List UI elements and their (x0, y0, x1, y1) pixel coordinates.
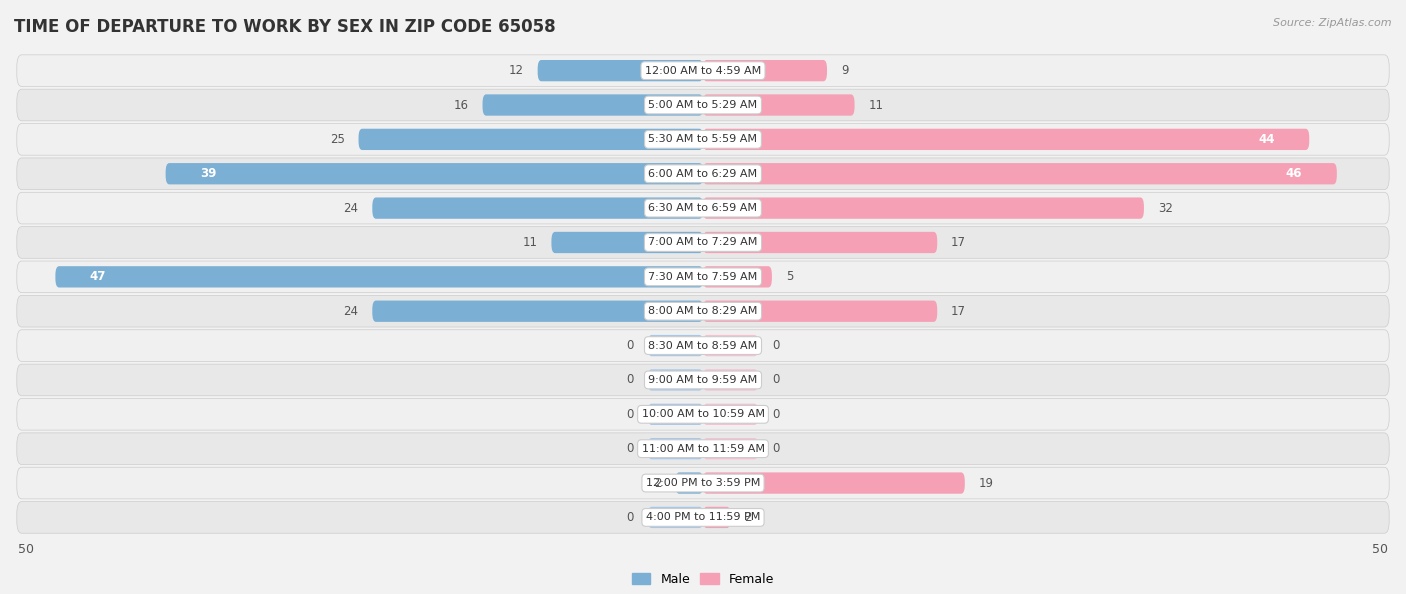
FancyBboxPatch shape (17, 433, 1389, 465)
FancyBboxPatch shape (648, 335, 703, 356)
Text: 0: 0 (772, 442, 779, 455)
Text: 8:00 AM to 8:29 AM: 8:00 AM to 8:29 AM (648, 307, 758, 316)
FancyBboxPatch shape (703, 404, 758, 425)
FancyBboxPatch shape (17, 295, 1389, 327)
Text: 17: 17 (950, 305, 966, 318)
Text: TIME OF DEPARTURE TO WORK BY SEX IN ZIP CODE 65058: TIME OF DEPARTURE TO WORK BY SEX IN ZIP … (14, 18, 555, 36)
FancyBboxPatch shape (17, 89, 1389, 121)
Text: 16: 16 (454, 99, 468, 112)
Text: 50: 50 (18, 543, 34, 556)
FancyBboxPatch shape (17, 261, 1389, 293)
Text: 12: 12 (509, 64, 524, 77)
Text: 44: 44 (1258, 133, 1275, 146)
Text: 17: 17 (950, 236, 966, 249)
Text: 4:00 PM to 11:59 PM: 4:00 PM to 11:59 PM (645, 513, 761, 522)
Text: 0: 0 (627, 408, 634, 421)
Text: 12:00 PM to 3:59 PM: 12:00 PM to 3:59 PM (645, 478, 761, 488)
Text: 24: 24 (343, 305, 359, 318)
Text: 7:30 AM to 7:59 AM: 7:30 AM to 7:59 AM (648, 272, 758, 282)
Text: 0: 0 (627, 511, 634, 524)
FancyBboxPatch shape (17, 124, 1389, 155)
Text: 5:00 AM to 5:29 AM: 5:00 AM to 5:29 AM (648, 100, 758, 110)
Text: 32: 32 (1157, 201, 1173, 214)
Text: 0: 0 (772, 374, 779, 387)
FancyBboxPatch shape (55, 266, 703, 287)
Text: 46: 46 (1286, 168, 1302, 180)
Text: Source: ZipAtlas.com: Source: ZipAtlas.com (1274, 18, 1392, 28)
FancyBboxPatch shape (703, 507, 731, 528)
FancyBboxPatch shape (17, 399, 1389, 430)
FancyBboxPatch shape (703, 301, 938, 322)
FancyBboxPatch shape (703, 472, 965, 494)
FancyBboxPatch shape (537, 60, 703, 81)
FancyBboxPatch shape (551, 232, 703, 253)
Text: 11: 11 (523, 236, 537, 249)
FancyBboxPatch shape (648, 507, 703, 528)
FancyBboxPatch shape (703, 266, 772, 287)
FancyBboxPatch shape (703, 335, 758, 356)
Text: 11:00 AM to 11:59 AM: 11:00 AM to 11:59 AM (641, 444, 765, 454)
FancyBboxPatch shape (17, 192, 1389, 224)
FancyBboxPatch shape (359, 129, 703, 150)
Text: 9:00 AM to 9:59 AM: 9:00 AM to 9:59 AM (648, 375, 758, 385)
Text: 0: 0 (627, 374, 634, 387)
FancyBboxPatch shape (703, 438, 758, 459)
Text: 0: 0 (627, 442, 634, 455)
Text: 24: 24 (343, 201, 359, 214)
Text: 5:30 AM to 5:59 AM: 5:30 AM to 5:59 AM (648, 134, 758, 144)
FancyBboxPatch shape (648, 369, 703, 391)
Text: 6:00 AM to 6:29 AM: 6:00 AM to 6:29 AM (648, 169, 758, 179)
FancyBboxPatch shape (703, 369, 758, 391)
FancyBboxPatch shape (648, 404, 703, 425)
FancyBboxPatch shape (703, 94, 855, 116)
FancyBboxPatch shape (17, 501, 1389, 533)
FancyBboxPatch shape (703, 232, 938, 253)
Text: 0: 0 (772, 339, 779, 352)
Text: 11: 11 (869, 99, 883, 112)
FancyBboxPatch shape (648, 438, 703, 459)
FancyBboxPatch shape (482, 94, 703, 116)
FancyBboxPatch shape (17, 55, 1389, 87)
Text: 0: 0 (772, 408, 779, 421)
FancyBboxPatch shape (166, 163, 703, 184)
Text: 47: 47 (90, 270, 107, 283)
FancyBboxPatch shape (703, 129, 1309, 150)
FancyBboxPatch shape (703, 60, 827, 81)
FancyBboxPatch shape (373, 301, 703, 322)
Text: 2: 2 (744, 511, 752, 524)
Text: 6:30 AM to 6:59 AM: 6:30 AM to 6:59 AM (648, 203, 758, 213)
Text: 2: 2 (654, 476, 662, 489)
FancyBboxPatch shape (17, 467, 1389, 499)
Text: 10:00 AM to 10:59 AM: 10:00 AM to 10:59 AM (641, 409, 765, 419)
Text: 7:00 AM to 7:29 AM: 7:00 AM to 7:29 AM (648, 238, 758, 248)
Text: 25: 25 (330, 133, 344, 146)
Text: 8:30 AM to 8:59 AM: 8:30 AM to 8:59 AM (648, 340, 758, 350)
Text: 5: 5 (786, 270, 793, 283)
FancyBboxPatch shape (703, 197, 1144, 219)
Text: 9: 9 (841, 64, 848, 77)
Text: 0: 0 (627, 339, 634, 352)
Text: 39: 39 (200, 168, 217, 180)
FancyBboxPatch shape (675, 472, 703, 494)
FancyBboxPatch shape (373, 197, 703, 219)
FancyBboxPatch shape (17, 158, 1389, 189)
FancyBboxPatch shape (17, 364, 1389, 396)
Legend: Male, Female: Male, Female (627, 568, 779, 591)
Text: 50: 50 (1372, 543, 1388, 556)
FancyBboxPatch shape (17, 227, 1389, 258)
Text: 19: 19 (979, 476, 994, 489)
FancyBboxPatch shape (17, 330, 1389, 361)
Text: 12:00 AM to 4:59 AM: 12:00 AM to 4:59 AM (645, 66, 761, 75)
FancyBboxPatch shape (703, 163, 1337, 184)
